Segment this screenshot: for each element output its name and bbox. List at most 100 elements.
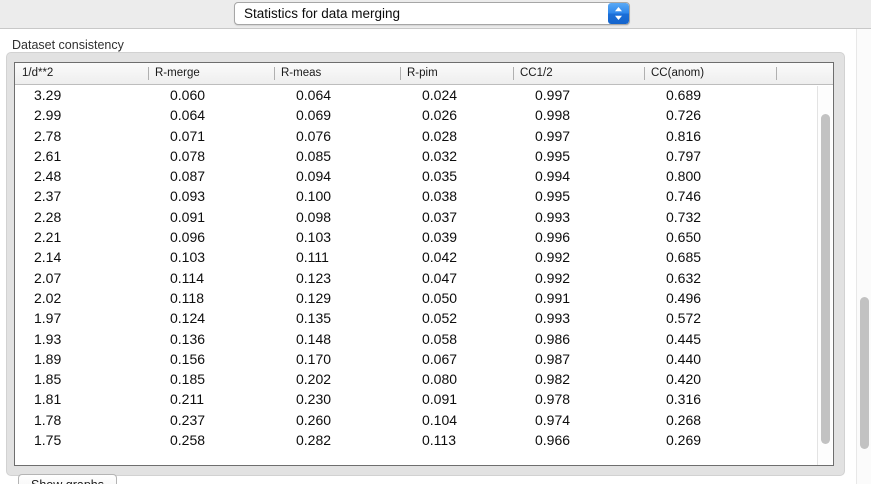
table-row[interactable]: 2.07 0.114 0.123 0.047 0.992 0.632	[15, 268, 833, 288]
table-cell: 0.035	[422, 168, 458, 185]
table-cell: 0.994	[535, 168, 571, 185]
table-cell: 0.098	[296, 208, 332, 225]
column-header-empty[interactable]	[776, 63, 833, 84]
table-cell: 0.992	[535, 249, 571, 266]
chevron-up-down-icon[interactable]	[608, 3, 629, 24]
table-cell: 2.02	[34, 289, 62, 306]
statistics-view-selector-value: Statistics for data merging	[244, 6, 401, 21]
table-cell: 0.998	[535, 107, 571, 124]
table-cell: 0.135	[296, 310, 332, 327]
table-cell: 0.069	[296, 107, 332, 124]
table-cell: 0.689	[666, 87, 702, 103]
table-cell: 0.966	[535, 432, 571, 449]
column-header-r-merge[interactable]: R-merge	[148, 63, 274, 84]
table-cell: 0.050	[422, 289, 458, 306]
table-cell: 0.260	[296, 411, 332, 428]
table-cell: 0.258	[170, 432, 206, 449]
table-cell: 0.091	[170, 208, 206, 225]
table-cell: 2.78	[34, 127, 62, 144]
table-cell: 2.37	[34, 188, 62, 205]
table-cell: 0.237	[170, 411, 206, 428]
table-cell: 0.103	[296, 229, 332, 246]
table-cell: 0.060	[170, 87, 206, 103]
table-cell: 1.89	[34, 350, 62, 367]
table-row[interactable]: 2.28 0.091 0.098 0.037 0.993 0.732	[15, 207, 833, 227]
column-header-cc-half[interactable]: CC1/2	[513, 63, 644, 84]
table-cell: 0.316	[666, 391, 702, 408]
table-cell: 0.445	[666, 330, 702, 347]
table-cell: 0.991	[535, 289, 571, 306]
table-cell: 0.496	[666, 289, 702, 306]
table-cell: 0.269	[666, 432, 702, 449]
table-cell: 0.230	[296, 391, 332, 408]
table-cell: 2.14	[34, 249, 62, 266]
table-cell: 3.29	[34, 87, 62, 103]
table-row[interactable]: 2.02 0.118 0.129 0.050 0.991 0.496	[15, 288, 833, 308]
window-vertical-scrollbar[interactable]	[856, 29, 871, 484]
column-header-cc-anom[interactable]: CC(anom)	[644, 63, 776, 84]
table-cell: 0.148	[296, 330, 332, 347]
table-cell: 0.032	[422, 147, 458, 164]
table-cell: 0.064	[296, 87, 332, 103]
table-cell: 0.087	[170, 168, 206, 185]
table-vertical-scrollbar-thumb[interactable]	[821, 114, 830, 444]
table-cell: 0.997	[535, 87, 571, 103]
table-cell: 0.093	[170, 188, 206, 205]
table-row[interactable]: 1.85 0.185 0.202 0.080 0.982 0.420	[15, 369, 833, 389]
table-cell: 0.129	[296, 289, 332, 306]
table-cell: 0.052	[422, 310, 458, 327]
table-cell: 0.282	[296, 432, 332, 449]
table-cell: 0.113	[422, 432, 456, 449]
toolbar: Statistics for data merging	[0, 0, 871, 29]
table-cell: 0.103	[170, 249, 206, 266]
table-cell: 0.067	[422, 350, 458, 367]
column-header-1-d2[interactable]: 1/d**2	[22, 67, 54, 79]
table-row[interactable]: 2.37 0.093 0.100 0.038 0.995 0.746	[15, 186, 833, 206]
table-cell: 0.156	[170, 350, 206, 367]
table-cell: 0.076	[296, 127, 332, 144]
window-vertical-scrollbar-thumb[interactable]	[860, 297, 869, 449]
table-cell: 0.091	[422, 391, 458, 408]
table-cell: 2.61	[34, 147, 62, 164]
table-cell: 0.732	[666, 208, 702, 225]
table-row[interactable]: 2.48 0.087 0.094 0.035 0.994 0.800	[15, 166, 833, 186]
table-row[interactable]: 1.97 0.124 0.135 0.052 0.993 0.572	[15, 308, 833, 328]
table-cell: 0.978	[535, 391, 571, 408]
table-vertical-scrollbar[interactable]	[817, 86, 832, 465]
table-cell: 2.99	[34, 107, 62, 124]
show-graphs-button[interactable]: Show graphs	[18, 474, 117, 484]
table-cell: 0.993	[535, 208, 571, 225]
column-header-r-meas[interactable]: R-meas	[274, 63, 400, 84]
statistics-view-selector[interactable]: Statistics for data merging	[234, 2, 630, 25]
table-row[interactable]: 2.21 0.096 0.103 0.039 0.996 0.650	[15, 227, 833, 247]
table-row[interactable]: 2.61 0.078 0.085 0.032 0.995 0.797	[15, 146, 833, 166]
table-cell: 0.170	[296, 350, 332, 367]
table-cell: 0.080	[422, 371, 458, 388]
table-row[interactable]: 1.78 0.237 0.260 0.104 0.974 0.268	[15, 410, 833, 430]
table-cell: 0.997	[535, 127, 571, 144]
table-cell: 0.995	[535, 188, 571, 205]
table-cell: 1.75	[34, 432, 62, 449]
table-row[interactable]: 3.29 0.060 0.064 0.024 0.997 0.689	[15, 85, 833, 105]
table-cell: 1.85	[34, 371, 62, 388]
table-row[interactable]: 1.81 0.211 0.230 0.091 0.978 0.316	[15, 389, 833, 409]
table-cell: 0.650	[666, 229, 702, 246]
table-row[interactable]: 1.75 0.258 0.282 0.113 0.966 0.269	[15, 430, 833, 450]
table-row[interactable]: 2.99 0.064 0.069 0.026 0.998 0.726	[15, 105, 833, 125]
table-cell: 0.047	[422, 269, 458, 286]
table-row[interactable]: 1.89 0.156 0.170 0.067 0.987 0.440	[15, 349, 833, 369]
table-row[interactable]: 1.93 0.136 0.148 0.058 0.986 0.445	[15, 329, 833, 349]
table-header-row: 1/d**2 R-merge R-meas R-pim CC1/2 CC(ano…	[15, 63, 833, 85]
table-cell: 2.28	[34, 208, 62, 225]
table-cell: 0.038	[422, 188, 458, 205]
table-row[interactable]: 2.78 0.071 0.076 0.028 0.997 0.816	[15, 126, 833, 146]
table-cell: 0.024	[422, 87, 458, 103]
table-row[interactable]: 2.14 0.103 0.111 0.042 0.992 0.685	[15, 247, 833, 267]
table-cell: 2.48	[34, 168, 62, 185]
table-cell: 0.039	[422, 229, 458, 246]
table-cell: 0.987	[535, 350, 571, 367]
table-cell: 0.136	[170, 330, 206, 347]
table-cell: 0.085	[296, 147, 332, 164]
column-header-r-pim[interactable]: R-pim	[400, 63, 513, 84]
